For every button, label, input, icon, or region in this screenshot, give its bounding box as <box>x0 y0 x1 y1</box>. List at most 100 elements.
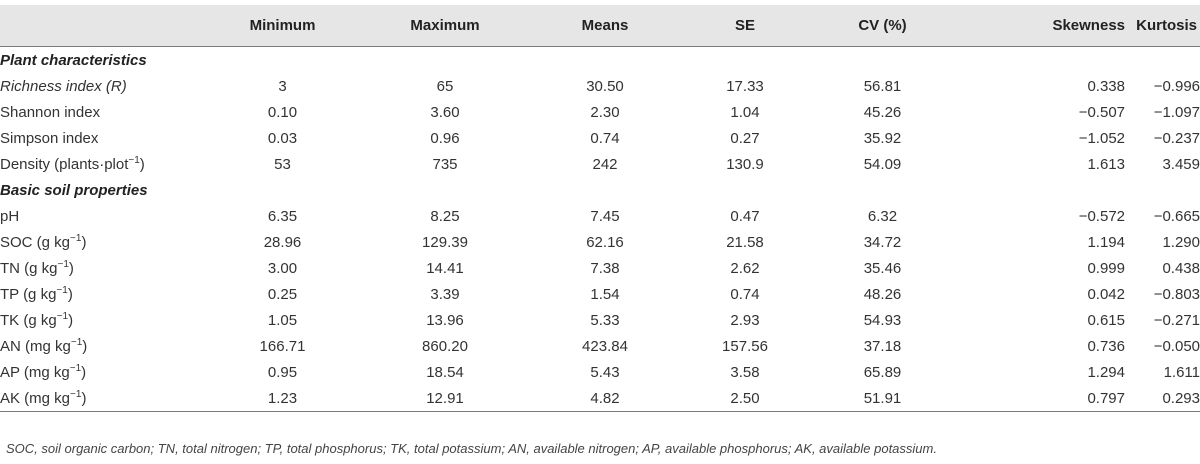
cell-means: 4.82 <box>515 385 695 412</box>
cell-maximum: 0.96 <box>430 129 460 147</box>
row-label-text: TP (g kg <box>0 285 57 303</box>
table-row: AP (mg kg−1) 0.95 18.54 5.43 3.58 65.89 1.294 1… <box>0 359 1200 385</box>
section-row: Plant characteristics <box>0 47 1200 74</box>
row-label-text: Density (plants·plot <box>0 155 129 173</box>
cell-cv: 54.09 <box>863 155 902 173</box>
cell-cv: 51.91 <box>795 385 970 412</box>
cell-minimum: 1.05 <box>267 311 298 329</box>
table-body: Plant characteristics Richness index (R) 3… <box>0 47 1200 412</box>
row-label-exponent: −1 <box>56 284 68 296</box>
cell-minimum: 0.95 <box>267 363 298 381</box>
row-label-exponent: −1 <box>70 232 82 244</box>
cell-maximum: 860.20 <box>422 337 468 355</box>
cell-se: 2.93 <box>730 311 760 329</box>
cell-minimum: 6.35 <box>267 207 298 225</box>
row-label: pH <box>0 203 190 229</box>
cell-maximum: 735 <box>432 155 458 173</box>
row-label-text: AP (mg kg <box>0 363 70 381</box>
row-label: Richness index (R) <box>0 73 190 99</box>
row-label-tail: ) <box>82 337 88 355</box>
row-label: Simpson index <box>0 125 190 151</box>
table-header: Minimum Maximum Means SE CV (%) Skewness… <box>0 5 1200 47</box>
cell-kurtosis: 1.290 <box>1162 233 1200 251</box>
cell-skewness: −0.507 <box>1078 103 1125 121</box>
cell-kurtosis: 0.438 <box>1162 259 1200 277</box>
row-label-text: Richness index ( <box>0 77 111 95</box>
table-row: pH 6.35 8.25 7.45 0.47 6.32 −0.572 −0.665 <box>0 203 1200 229</box>
cell-minimum: 166.71 <box>259 337 306 355</box>
cell-se: 21.58 <box>726 233 764 251</box>
cell-skewness: 0.999 <box>1087 259 1125 277</box>
cell-skewness: 1.194 <box>1087 233 1125 251</box>
row-label-text: TK (g kg <box>0 311 57 329</box>
cell-means: 62.16 <box>586 233 624 251</box>
section-title: Basic soil properties <box>0 181 148 199</box>
row-label: Shannon index <box>0 99 190 125</box>
cell-skewness: 0.042 <box>1087 285 1125 303</box>
cell-means: 242 <box>592 155 618 173</box>
row-label-text: AN (mg kg <box>0 337 71 355</box>
cell-skewness: 0.338 <box>1087 77 1125 95</box>
cell-minimum: 0.03 <box>267 129 298 147</box>
cell-se: 3.58 <box>730 363 760 381</box>
cell-kurtosis: −1.097 <box>1153 103 1200 121</box>
cell-means: 7.38 <box>590 259 620 277</box>
row-label-exponent: −1 <box>69 362 82 374</box>
row-label-text: AK (mg kg <box>0 389 71 407</box>
cell-se: 157.56 <box>722 337 768 355</box>
cell-skewness: 1.294 <box>1087 363 1125 381</box>
cell-cv: 48.26 <box>863 285 902 303</box>
table-row: Richness index (R) 3 65 30.50 17.33 56.81 0.33… <box>0 73 1200 99</box>
row-label-exponent: −1 <box>128 154 140 166</box>
row-label: SOC (g kg−1) <box>0 229 190 255</box>
cell-se: 130.9 <box>726 155 764 173</box>
cell-maximum: 8.25 <box>430 207 460 225</box>
table-row: Shannon index 0.10 3.60 2.30 1.04 45.26 −0.507… <box>0 99 1200 125</box>
row-label-text: Shannon index <box>0 103 101 121</box>
cell-cv: 37.18 <box>863 337 902 355</box>
row-label-tail: ) <box>68 311 74 329</box>
cell-kurtosis: 1.611 <box>1163 363 1200 381</box>
cell-kurtosis: −0.803 <box>1153 285 1200 303</box>
row-label: AN (mg kg−1) <box>0 333 190 359</box>
row-label: AP (mg kg−1) <box>0 359 190 385</box>
table-row: Simpson index 0.03 0.96 0.74 0.27 35.92 −1.052… <box>0 125 1200 151</box>
cell-se: 2.50 <box>695 385 795 412</box>
cell-kurtosis: 0.293 <box>1125 385 1200 412</box>
cell-minimum: 53 <box>274 155 291 173</box>
row-label-tail: ) <box>68 259 74 277</box>
row-label-tail: ) <box>139 155 145 173</box>
row-label-text: Simpson index <box>0 129 99 147</box>
cell-cv: 6.32 <box>867 207 898 225</box>
cell-cv: 56.81 <box>863 77 902 95</box>
row-label: TN (g kg−1) <box>0 255 190 281</box>
cell-maximum: 18.54 <box>426 363 464 381</box>
cell-means: 5.43 <box>590 363 620 381</box>
header-row: Minimum Maximum Means SE CV (%) Skewness… <box>0 5 1200 47</box>
row-label-exponent: −1 <box>70 388 82 400</box>
cell-maximum: 3.39 <box>430 285 460 303</box>
cell-se: 0.47 <box>730 207 760 225</box>
cell-cv: 34.72 <box>863 233 902 251</box>
section-row: Basic soil properties <box>0 177 1200 203</box>
cell-minimum: 1.23 <box>190 385 375 412</box>
row-label: TP (g kg−1) <box>0 281 190 307</box>
cell-kurtosis: −0.050 <box>1153 337 1200 355</box>
cell-kurtosis: −0.237 <box>1153 129 1200 147</box>
cell-cv: 45.26 <box>863 103 902 121</box>
header-cell-kurtosis: Kurtosis <box>1125 5 1200 47</box>
row-label-symbol: R <box>110 77 122 95</box>
cell-means: 7.45 <box>590 207 620 225</box>
cell-se: 0.74 <box>730 285 760 303</box>
cell-means: 30.50 <box>586 77 624 95</box>
row-label-tail: ) <box>121 77 127 95</box>
statistics-table: Minimum Maximum Means SE CV (%) Skewness… <box>0 5 1200 412</box>
row-label-tail: ) <box>67 285 73 303</box>
cell-minimum: 0.25 <box>267 285 298 303</box>
cell-means: 5.33 <box>590 311 620 329</box>
header-cell-maximum: Maximum <box>375 5 515 47</box>
cell-minimum: 3 <box>278 77 287 95</box>
section-title: Plant characteristics <box>0 51 147 69</box>
cell-means: 423.84 <box>582 337 628 355</box>
row-label-tail: ) <box>81 389 87 407</box>
